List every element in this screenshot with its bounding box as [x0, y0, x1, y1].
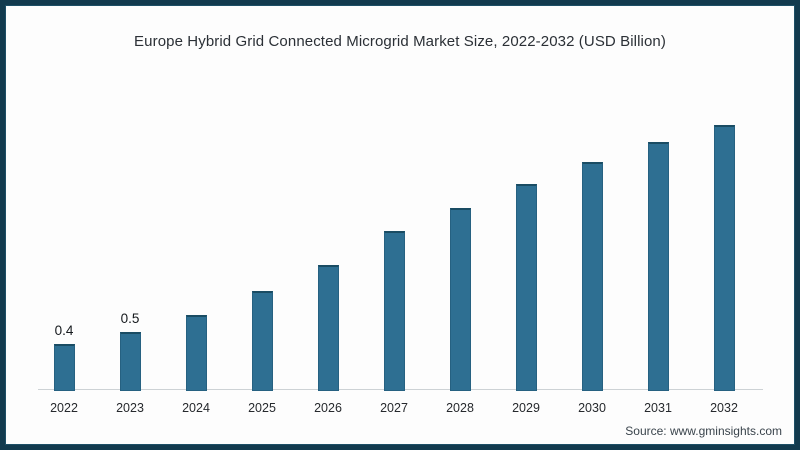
x-tick-label: 2026: [314, 401, 342, 415]
bar-2030: [581, 162, 603, 391]
x-tick-label: 2025: [248, 401, 276, 415]
bar-2025: [251, 291, 273, 391]
x-tick-label: 2028: [446, 401, 474, 415]
bar-2031: [647, 142, 669, 391]
x-tick-label: 2023: [116, 401, 144, 415]
x-tick-label: 2024: [182, 401, 210, 415]
x-tick-label: 2029: [512, 401, 540, 415]
x-tick-label: 2030: [578, 401, 606, 415]
bar-2023: [119, 332, 141, 391]
x-tick-label: 2022: [50, 401, 78, 415]
bar-2027: [383, 231, 405, 391]
bar-value-label: 0.4: [54, 323, 74, 338]
bar-2024: [185, 315, 207, 391]
source-text: Source: www.gminsights.com: [625, 424, 782, 438]
bar-2029: [515, 184, 537, 391]
x-tick-label: 2032: [710, 401, 738, 415]
bar-2022: [53, 344, 75, 391]
bar-2026: [317, 265, 339, 391]
chart-title: Europe Hybrid Grid Connected Microgrid M…: [134, 33, 666, 50]
bar-2028: [449, 208, 471, 391]
bar-value-label: 0.5: [120, 311, 140, 326]
x-tick-label: 2027: [380, 401, 408, 415]
x-tick-label: 2031: [644, 401, 672, 415]
bar-2032: [713, 125, 735, 391]
